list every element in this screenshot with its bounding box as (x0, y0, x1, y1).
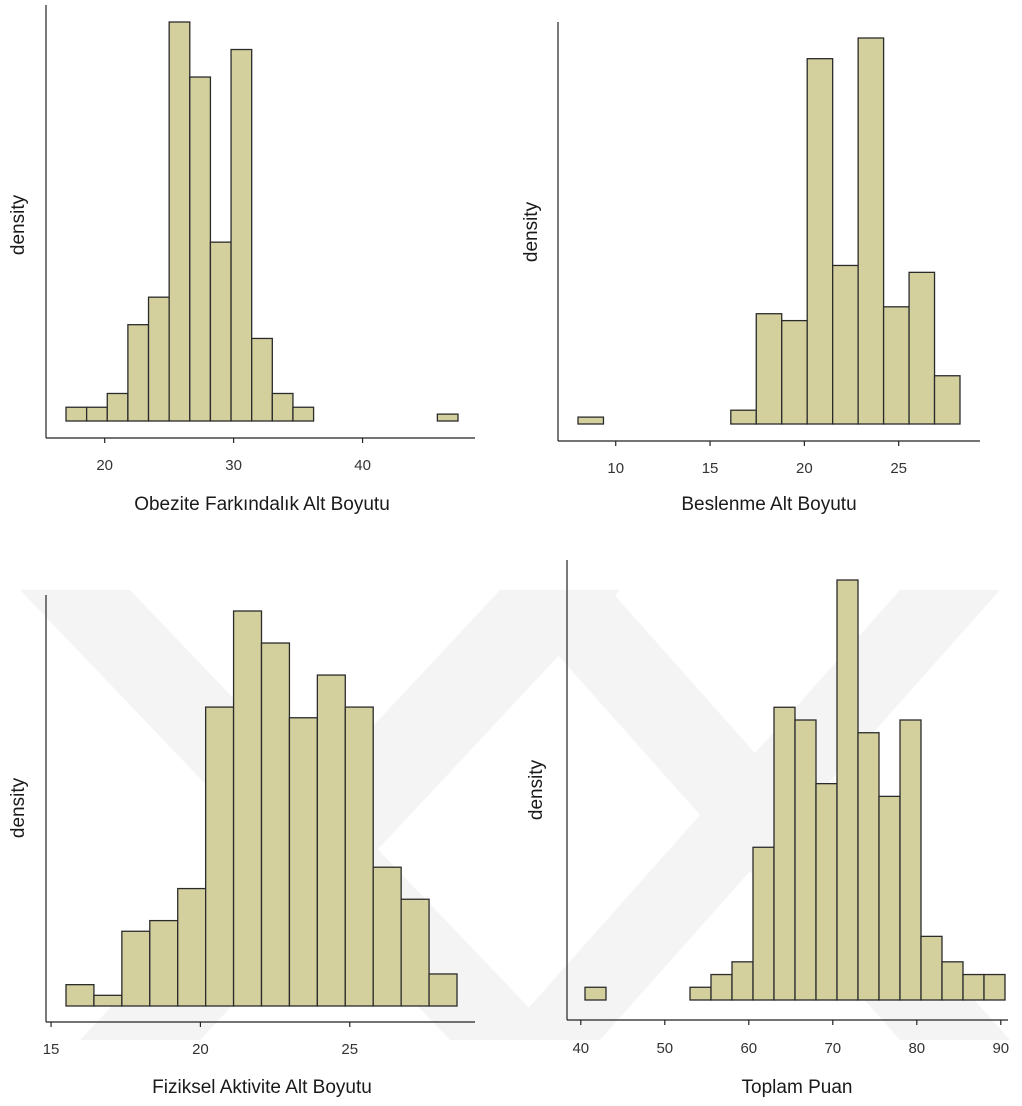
x-tick-label: 10 (607, 460, 624, 477)
x-tick-label: 20 (96, 457, 113, 474)
x-tick-label: 40 (354, 457, 371, 474)
histogram-bar (106, 392, 129, 422)
histogram-bar (292, 406, 315, 422)
x-axis-title: Fiziksel Aktivite Alt Boyutu (152, 1077, 372, 1098)
histogram-bar (232, 610, 263, 1007)
x-axis-title: Beslenme Alt Boyutu (681, 494, 856, 515)
x-tick-label: 30 (225, 457, 242, 474)
histogram-bar (400, 898, 430, 1007)
histogram-fiziksel-aktivite: 15 20 25 Fiziksel Aktivite Alt Boyutu densit… (8, 595, 475, 1098)
histogram-bar (149, 919, 179, 1007)
histogram-bar (962, 973, 985, 1001)
x-tick-label: 70 (824, 1040, 841, 1057)
histogram-bar (209, 241, 232, 422)
x-tick-label: 15 (702, 460, 719, 477)
histogram-bar (773, 706, 796, 1001)
histogram-bar (584, 986, 607, 1001)
histogram-bar (177, 887, 207, 1007)
y-axis-title: density (521, 201, 542, 262)
histogram-bar (372, 866, 402, 1007)
x-tick-label: 20 (192, 1041, 209, 1058)
histogram-bar (344, 706, 374, 1007)
histogram-bar (436, 413, 459, 422)
histogram-bar (147, 296, 170, 422)
histogram-bar (899, 719, 922, 1001)
y-axis-title: density (526, 759, 547, 820)
histogram-bar (806, 58, 834, 425)
histogram-bar (878, 795, 901, 1001)
histogram-bar (755, 313, 783, 425)
histogram-bar (836, 579, 859, 1001)
x-tick-label: 15 (43, 1041, 60, 1058)
histogram-bar (65, 406, 88, 422)
histogram-bar (271, 392, 294, 422)
histogram-toplam-puan: 40 50 60 70 80 90 Toplam Puan density (526, 560, 1009, 1098)
histogram-bar (127, 324, 150, 422)
histogram-bar (730, 409, 757, 425)
histogram-bar (731, 961, 754, 1001)
x-tick-label: 90 (992, 1040, 1009, 1057)
histogram-bar (983, 973, 1006, 1001)
histogram-bar (933, 375, 961, 425)
histogram-bar (316, 674, 346, 1007)
histogram-bar (941, 961, 964, 1001)
histogram-obezite-farkindalik: 20 30 40 Obezite Farkındalık Alt Boyutu dens… (8, 5, 475, 515)
histogram-bar (189, 76, 212, 422)
histogram-bar (920, 935, 943, 1001)
y-axis-title: density (8, 194, 29, 255)
histogram-bar (815, 782, 838, 1001)
histogram-bar (832, 264, 859, 425)
x-axis-title: Obezite Farkındalık Alt Boyutu (134, 494, 390, 515)
histogram-bar (908, 271, 936, 425)
x-tick-label: 80 (908, 1040, 925, 1057)
histogram-bar (288, 717, 319, 1007)
histogram-bar (65, 983, 95, 1007)
x-tick-label: 20 (796, 460, 813, 477)
histogram-bar (230, 48, 253, 422)
x-axis-title: Toplam Puan (742, 1077, 853, 1098)
histogram-bar (857, 732, 880, 1001)
histogram-bar (577, 416, 605, 425)
histogram-bar (794, 719, 817, 1001)
y-axis-title: density (8, 777, 29, 838)
histogram-bar (260, 642, 291, 1007)
histogram-beslenme: 10 15 20 25 Beslenme Alt Boyutu density (521, 22, 980, 515)
x-tick-label: 60 (740, 1040, 757, 1057)
histogram-bar (882, 306, 910, 425)
histogram-bar (204, 706, 235, 1007)
histogram-bar (121, 930, 151, 1007)
histogram-bar (781, 319, 808, 425)
histogram-bar (168, 21, 191, 422)
x-tick-label: 50 (656, 1040, 673, 1057)
histogram-bar (85, 406, 108, 422)
x-tick-label: 25 (890, 460, 907, 477)
histogram-bar (93, 994, 123, 1007)
histogram-bar (752, 846, 775, 1001)
x-tick-label: 40 (572, 1040, 589, 1057)
histogram-bar (428, 973, 458, 1007)
histogram-bar (251, 337, 273, 422)
histogram-bar (689, 986, 712, 1001)
histogram-bar (710, 973, 733, 1001)
x-tick-label: 25 (341, 1041, 358, 1058)
histogram-bar (857, 37, 885, 425)
